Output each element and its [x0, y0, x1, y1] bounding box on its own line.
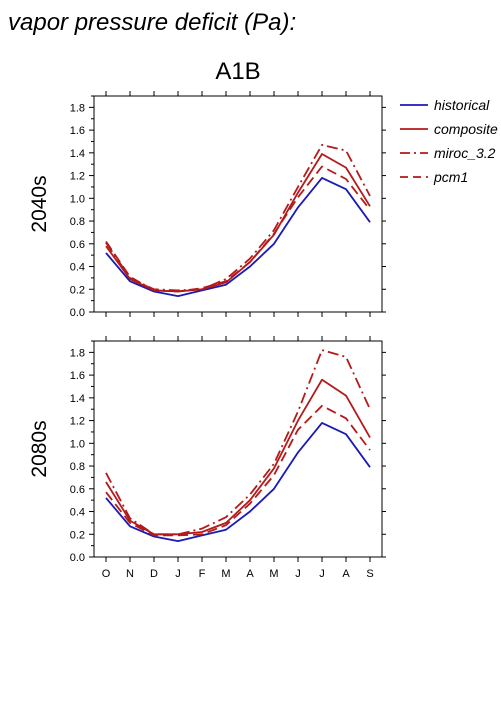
plot-frame — [93, 95, 383, 313]
y-tick-label: 1.6 — [70, 125, 85, 137]
legend-label-composite: composite — [434, 121, 498, 137]
y-tick-label: 1.0 — [70, 438, 85, 450]
y-tick-label: 1.2 — [70, 416, 85, 428]
plot-frame — [93, 340, 383, 558]
y-tick-label: 1.8 — [70, 347, 85, 359]
x-tick-label: J — [175, 568, 181, 580]
panel-label: 2080s — [28, 420, 51, 477]
y-tick-label: 1.6 — [70, 370, 85, 382]
scenario-title: A1B — [215, 58, 261, 85]
y-tick-label: 1.4 — [70, 393, 85, 405]
y-tick-label: 1.4 — [70, 148, 85, 160]
series-line-pcm1 — [105, 404, 371, 537]
x-tick-label: F — [199, 568, 206, 580]
y-tick-label: 0.6 — [70, 239, 85, 251]
y-tick-label: 0.8 — [70, 216, 85, 228]
y-tick-label: 0.2 — [70, 529, 85, 541]
y-tick-label: 0.6 — [70, 484, 85, 496]
y-tick-label: 0.4 — [70, 262, 85, 274]
y-tick-label: 0.8 — [70, 461, 85, 473]
y-tick-label: 1.2 — [70, 171, 85, 183]
series-line-miroc-3-2 — [105, 143, 371, 292]
series-line-historical — [105, 421, 371, 542]
x-tick-label: N — [126, 568, 134, 580]
x-tick-label: M — [269, 568, 278, 580]
x-tick-label: A — [246, 568, 254, 580]
x-tick-label: J — [295, 568, 301, 580]
series-line-pcm1 — [105, 165, 371, 293]
y-tick-label: 1.0 — [70, 193, 85, 205]
panel-2040s: 0.0 0.2 0.4 0.6 0.8 1.0 1.2 1.4 1.6 1.8 2040s — [28, 91, 386, 319]
y-tick-label: 0.2 — [70, 284, 85, 296]
legend-label-pcm1: pcm1 — [433, 169, 468, 185]
panel-label: 2040s — [28, 175, 51, 232]
legend: historical composite miroc_3.2 pcm1 — [400, 97, 498, 185]
x-tick-label: J — [319, 568, 325, 580]
series-line-miroc-3-2 — [105, 349, 371, 536]
x-tick-label: A — [342, 568, 350, 580]
figure-title: vapor pressure deficit (Pa): — [8, 9, 297, 36]
x-tick-label: O — [102, 568, 111, 580]
y-tick-label: 1.8 — [70, 102, 85, 114]
legend-label-historical: historical — [434, 97, 490, 113]
x-tick-label: D — [150, 568, 158, 580]
legend-label-miroc-3-2: miroc_3.2 — [434, 145, 496, 161]
y-tick-label: 0.0 — [70, 552, 85, 564]
series-line-historical — [105, 176, 371, 298]
series-line-composite — [105, 378, 371, 536]
panel-2080s: 0.0 0.2 0.4 0.6 0.8 1.0 1.2 1.4 1.6 1.8 O N D J F M A M J J… — [28, 336, 386, 580]
x-tick-label: S — [366, 568, 373, 580]
y-tick-label: 0.0 — [70, 307, 85, 319]
y-tick-label: 0.4 — [70, 507, 85, 519]
x-tick-label: M — [221, 568, 230, 580]
